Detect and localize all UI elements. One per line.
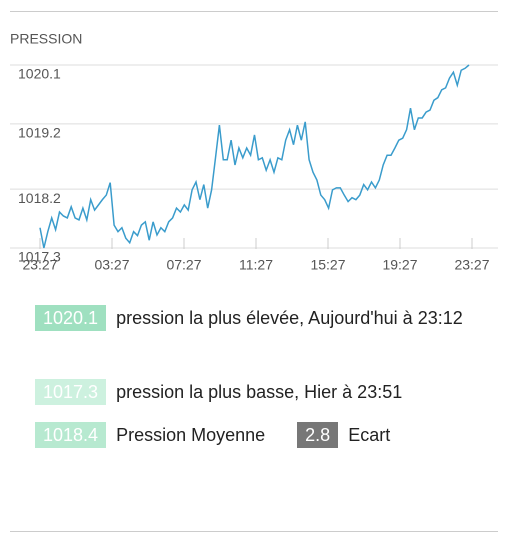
x-tick-label: 07:27 [166,257,201,273]
stat-text: pression la plus basse, Hier à 23:51 [116,382,403,402]
y-tick-label: 1020.1 [18,66,61,82]
x-tick-label: 23:27 [454,257,489,273]
y-tick-label: 1018.2 [18,190,61,206]
divider [10,11,498,12]
divider [10,531,498,532]
stat-value: 1017.3 [35,379,107,405]
chart-title: PRESSION [10,31,82,47]
x-tick-label: 19:27 [382,257,417,273]
x-tick-label: 11:27 [239,257,273,273]
stat-text: Ecart [348,425,391,445]
stat-value: 2.8 [297,422,339,448]
x-tick-label: 15:27 [310,257,345,273]
stat-row: 1017.3 pression la plus basse, Hier à 23:… [35,376,465,409]
stat-row: 1020.1 pression la plus élevée, Aujourd'h… [35,302,465,335]
x-tick-label: 23:27 [22,257,57,273]
line [39,64,470,249]
y-tick-label: 1017.3 [18,249,61,265]
chart: PRESSION 1017.3 1018.2 1019.2 1020.1 23:27 03… [10,31,498,273]
stat-value: 1018.4 [35,422,107,448]
y-tick-label: 1019.2 [18,125,61,141]
stat-text: Pression Moyenne [116,425,266,445]
stat-row: 1018.4 Pression Moyenne 2.8 Ecart [35,419,465,452]
stat-text: pression la plus élevée, Aujourd'hui à 2… [116,308,463,328]
stat-value: 1020.1 [35,305,107,331]
x-tick-label: 03:27 [94,257,129,273]
